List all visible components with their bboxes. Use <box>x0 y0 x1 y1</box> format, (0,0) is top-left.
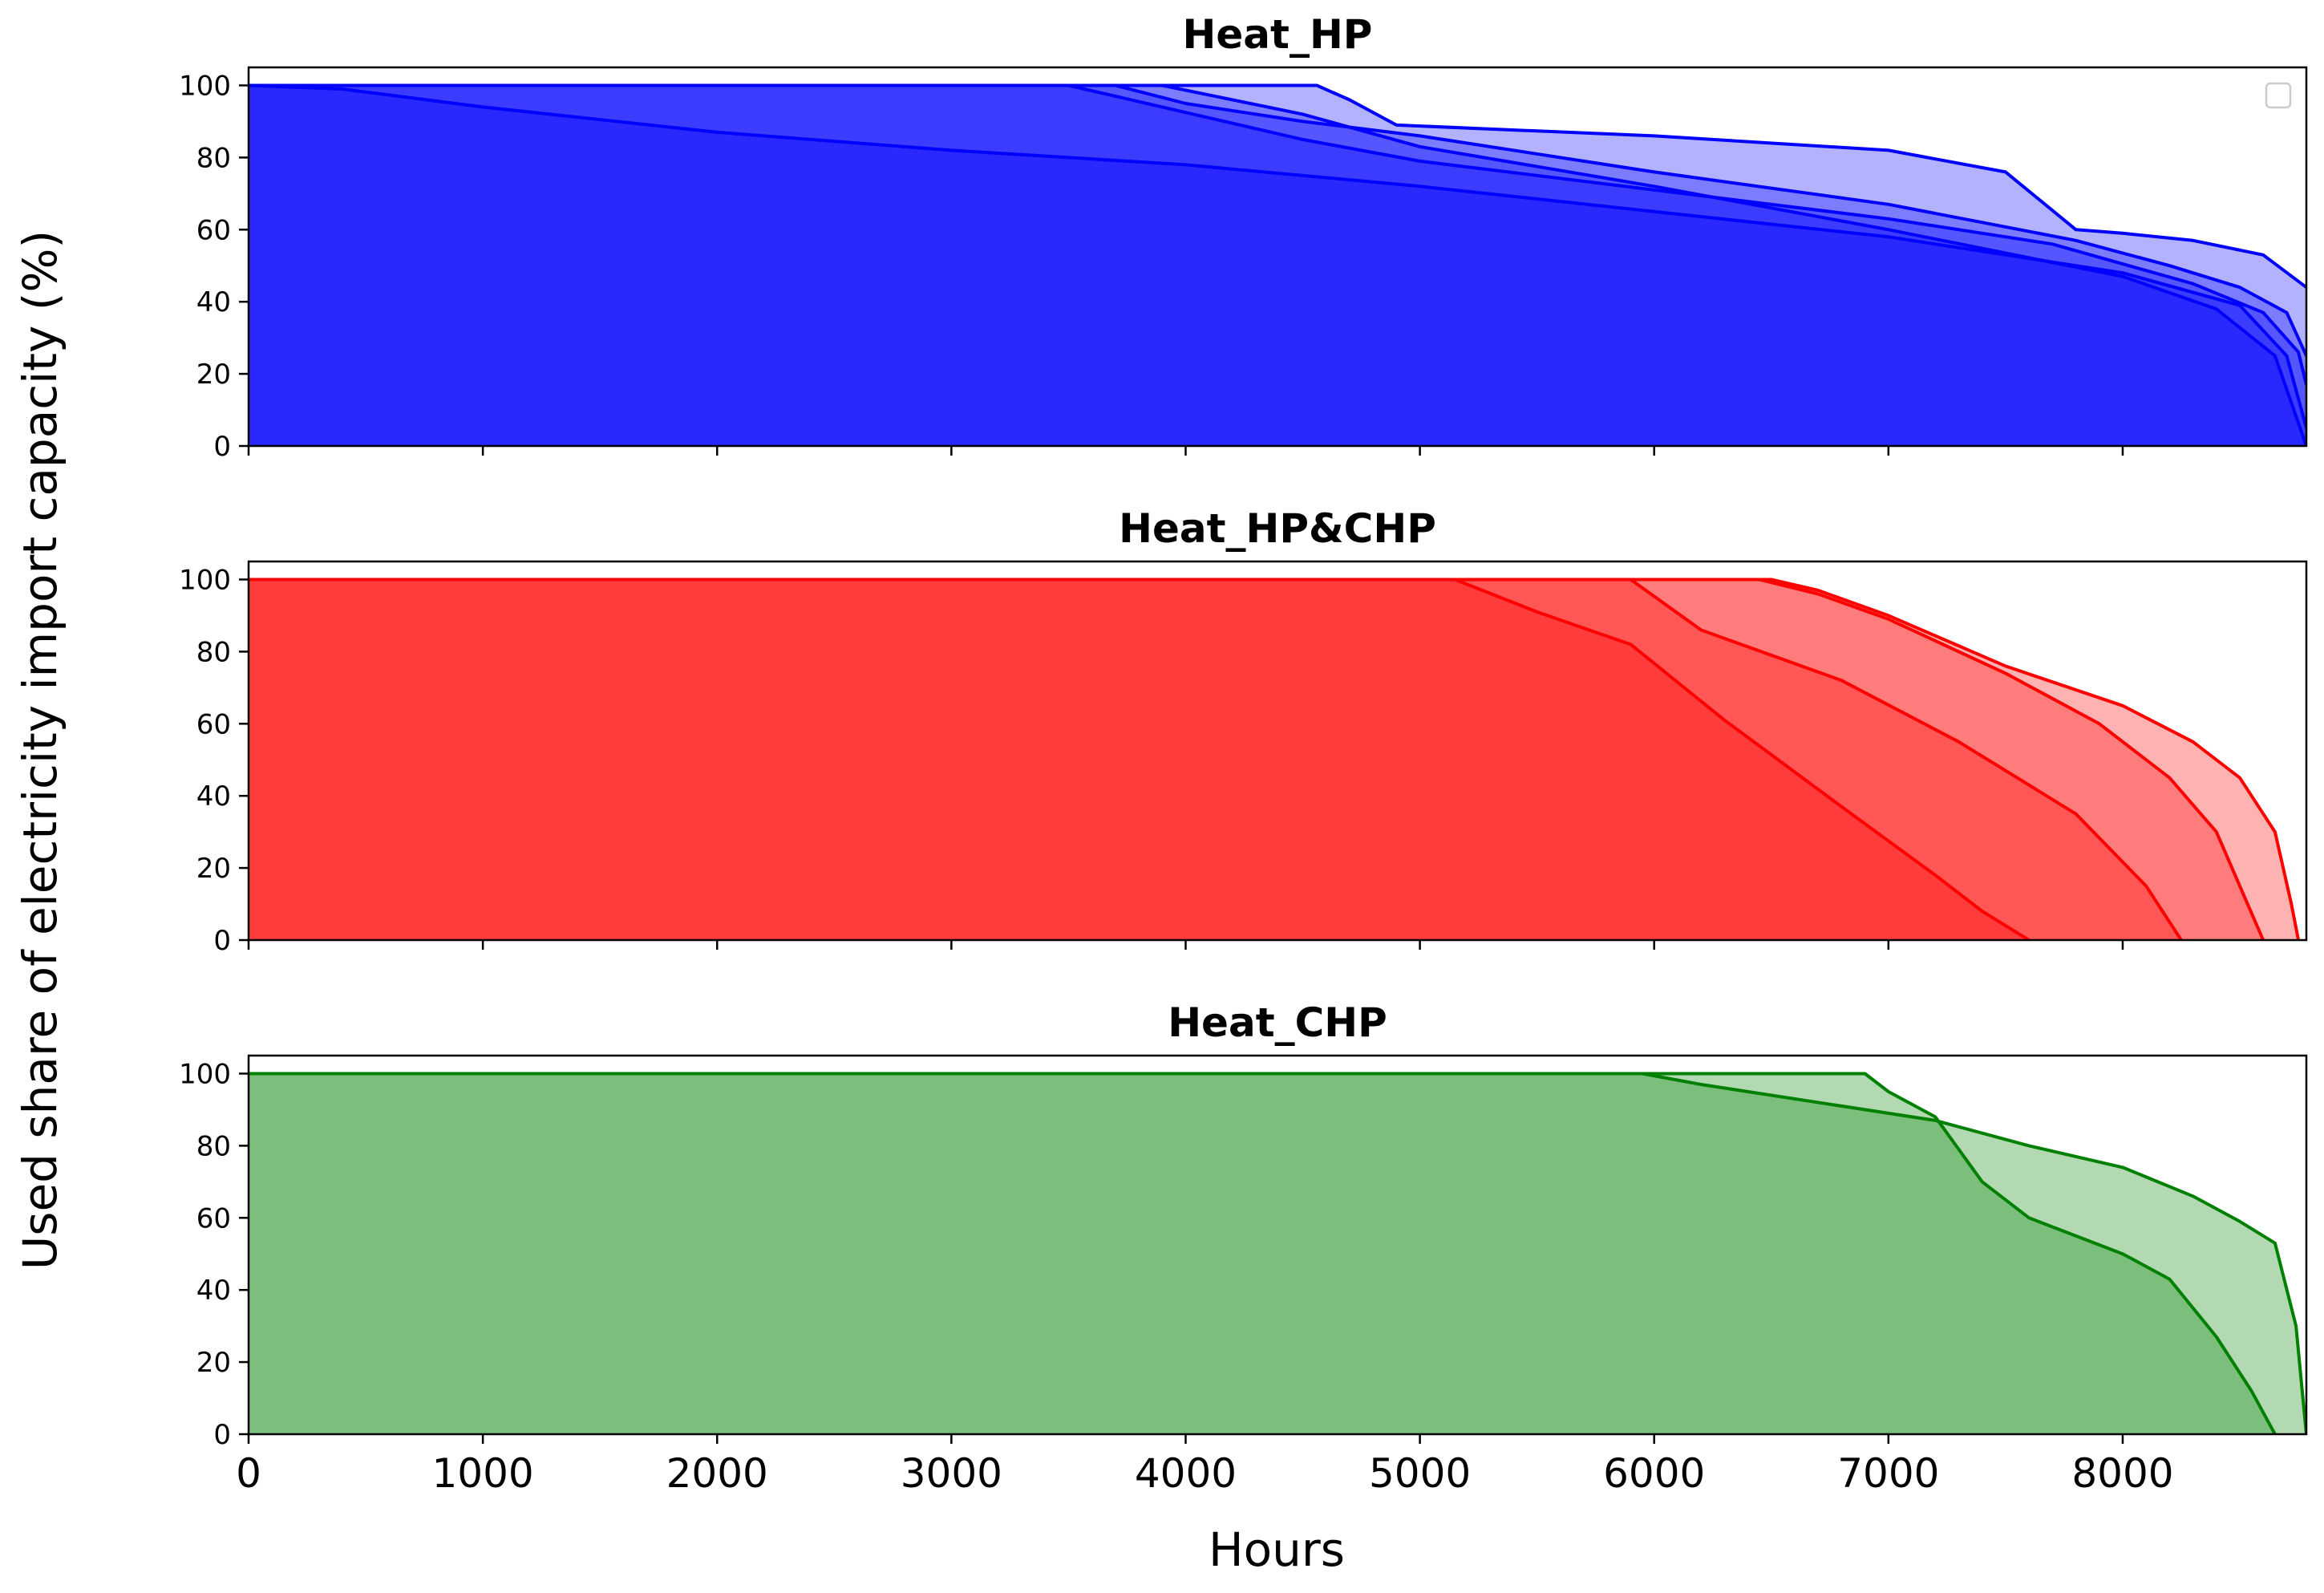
area-fill-heat-hp-4 <box>249 85 2306 446</box>
y-tick-label: 80 <box>196 636 231 668</box>
y-tick-label: 60 <box>196 1202 231 1234</box>
y-tick-label: 100 <box>179 1058 231 1090</box>
area-fill-heat-hp-1 <box>249 85 2306 446</box>
area-line-heat-hp-chp-4 <box>249 578 2030 940</box>
x-tick-label: 3000 <box>901 1450 1002 1497</box>
area-line-heat-hp-chp-3 <box>249 578 2183 940</box>
x-tick-label: 0 <box>236 1450 261 1497</box>
legend-box <box>2265 82 2292 109</box>
y-tick-label: 0 <box>213 925 231 957</box>
y-tick-label: 100 <box>179 70 231 102</box>
area-fill-heat-hp-chp-1 <box>249 579 2299 940</box>
y-tick-label: 20 <box>196 359 231 391</box>
area-line-heat-hp-2 <box>249 83 2306 357</box>
area-line-heat-chp-1 <box>249 1072 2306 1434</box>
x-tick-label: 8000 <box>2071 1450 2173 1497</box>
y-tick-label: 0 <box>213 431 231 463</box>
subplot-heat-hp-chp: Heat_HP&CHP 0 20 40 60 80 100 <box>179 505 2308 957</box>
axes-frame <box>247 560 2308 942</box>
area-fill-heat-hp-2 <box>249 85 2306 446</box>
axes-frame <box>247 1054 2308 1436</box>
y-tick-label: 60 <box>196 708 231 740</box>
y-tick-label: 80 <box>196 1130 231 1162</box>
x-tick-label: 6000 <box>1603 1450 1705 1497</box>
area-series-group <box>249 83 2306 446</box>
figure-xlabel: Hours <box>1209 1522 1345 1577</box>
area-fill-heat-hp-chp-2 <box>249 579 2264 940</box>
subplot-title: Heat_HP&CHP <box>1119 505 1436 552</box>
subplot-heat-hp: Heat_HP 0 20 40 60 80 100 <box>179 11 2308 463</box>
y-tick-label: 20 <box>196 1347 231 1379</box>
area-series-group <box>249 578 2301 940</box>
y-tick-label: 60 <box>196 214 231 246</box>
area-line-heat-hp-3 <box>249 83 2306 386</box>
area-line-heat-hp-chp-2 <box>249 578 2265 940</box>
axes-frame <box>247 66 2308 448</box>
y-tick-label: 40 <box>196 1275 231 1307</box>
y-tick-label: 40 <box>196 286 231 318</box>
area-fill-heat-hp-chp-3 <box>249 579 2181 940</box>
area-fill-heat-hp-5 <box>249 85 2306 446</box>
x-tick-label: 7000 <box>1837 1450 1939 1497</box>
area-line-heat-hp-chp-1 <box>249 578 2301 940</box>
y-tick-label: 40 <box>196 780 231 813</box>
area-line-heat-hp-5 <box>249 83 2306 446</box>
area-line-heat-hp-1 <box>249 83 2306 289</box>
area-fill-heat-hp-3 <box>249 85 2306 446</box>
x-tick-label: 4000 <box>1135 1450 1237 1497</box>
area-line-heat-chp-2 <box>249 1072 2277 1434</box>
area-line-heat-hp-4 <box>249 83 2306 429</box>
y-tick-label: 20 <box>196 853 231 885</box>
x-tick-label: 5000 <box>1369 1450 1471 1497</box>
subplot-title: Heat_CHP <box>1168 999 1387 1046</box>
area-fill-heat-hp-chp-4 <box>249 579 2030 940</box>
y-tick-label: 0 <box>213 1419 231 1451</box>
x-tick-label: 2000 <box>666 1450 768 1497</box>
y-tick-label: 80 <box>196 142 231 174</box>
area-fill-heat-chp-1 <box>249 1073 2306 1434</box>
y-tick-label: 100 <box>179 564 231 596</box>
x-tick-label: 1000 <box>431 1450 533 1497</box>
subplot-title: Heat_HP <box>1183 11 1373 58</box>
area-fill-heat-chp-2 <box>249 1073 2275 1434</box>
figure-ylabel: Used share of electricity import capacit… <box>13 230 67 1270</box>
area-series-group <box>249 1072 2306 1434</box>
